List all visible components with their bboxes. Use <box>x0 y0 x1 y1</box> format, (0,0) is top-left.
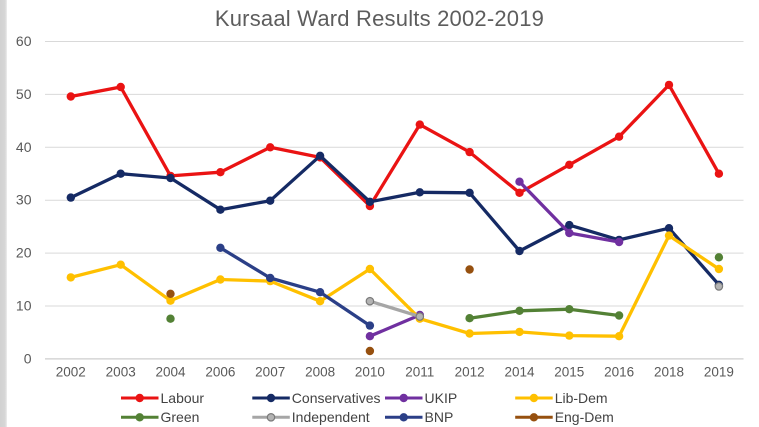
svg-text:UKIP: UKIP <box>425 390 458 406</box>
svg-text:50: 50 <box>16 86 32 102</box>
svg-text:Green: Green <box>161 409 200 425</box>
svg-text:40: 40 <box>16 139 32 155</box>
svg-text:2004: 2004 <box>155 365 186 380</box>
svg-text:2008: 2008 <box>305 365 335 380</box>
svg-text:2015: 2015 <box>554 365 584 380</box>
svg-text:2019: 2019 <box>704 365 734 380</box>
svg-text:10: 10 <box>16 298 32 314</box>
svg-text:2018: 2018 <box>654 365 684 380</box>
svg-text:Independent: Independent <box>292 409 370 425</box>
svg-text:2003: 2003 <box>106 365 136 380</box>
svg-text:Eng-Dem: Eng-Dem <box>555 409 614 425</box>
svg-text:30: 30 <box>16 192 32 208</box>
svg-text:2010: 2010 <box>355 365 385 380</box>
svg-text:Labour: Labour <box>161 390 205 406</box>
svg-text:2012: 2012 <box>455 365 485 380</box>
svg-text:Lib-Dem: Lib-Dem <box>555 390 608 406</box>
svg-text:2006: 2006 <box>205 365 235 380</box>
svg-text:60: 60 <box>16 33 32 49</box>
svg-text:0: 0 <box>24 350 32 366</box>
svg-text:Conservatives: Conservatives <box>292 390 381 406</box>
svg-text:2011: 2011 <box>405 365 434 380</box>
svg-text:20: 20 <box>16 245 32 261</box>
svg-text:BNP: BNP <box>425 409 454 425</box>
svg-text:2007: 2007 <box>255 365 285 380</box>
svg-text:2014: 2014 <box>504 365 535 380</box>
svg-text:2016: 2016 <box>604 365 634 380</box>
svg-text:2002: 2002 <box>56 365 86 380</box>
